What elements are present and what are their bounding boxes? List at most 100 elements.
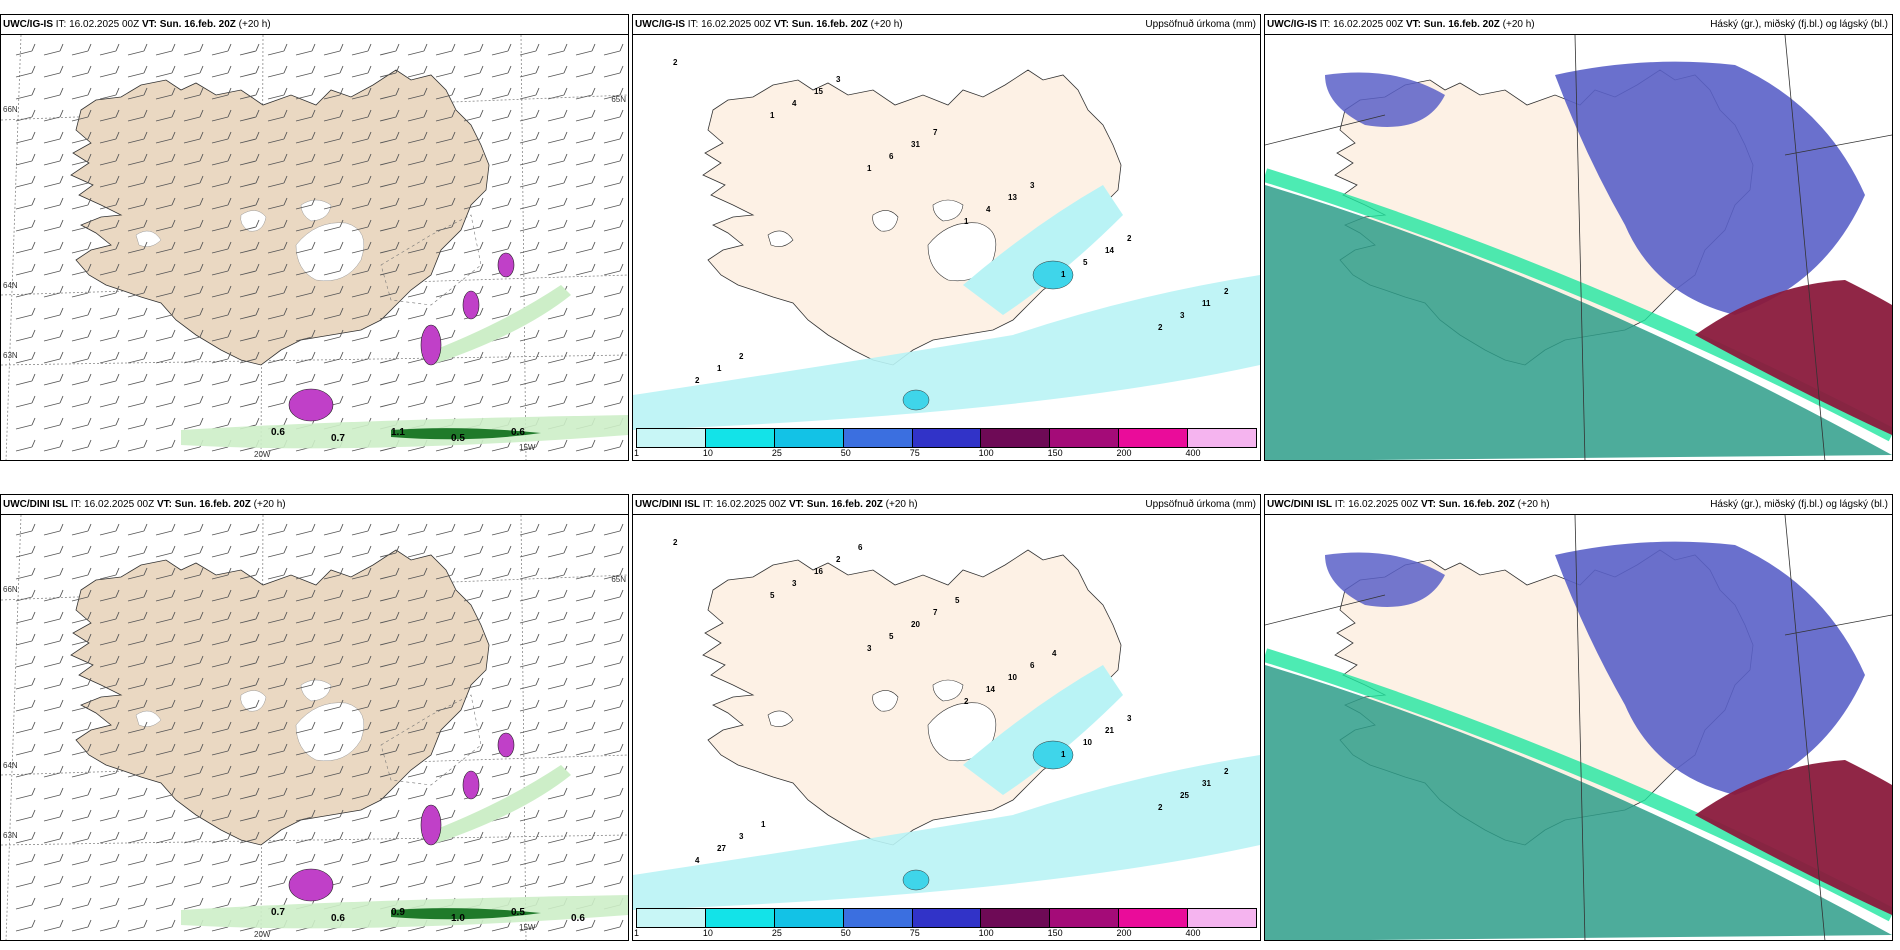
wind-barb-flag [283, 897, 288, 906]
wind-barb [99, 358, 117, 364]
wind-barb-flag [367, 263, 372, 272]
wind-barb [267, 618, 285, 624]
wind-barb-flag [87, 765, 92, 774]
wind-barb-flag [479, 197, 484, 206]
wind-barb-flag [171, 765, 176, 774]
wind-barb [71, 706, 89, 712]
wind-barb [15, 574, 33, 580]
wind-barb-flag [199, 329, 204, 338]
wind-barb [575, 596, 593, 602]
wind-barb-flag [171, 109, 176, 118]
wind-barb [351, 292, 369, 298]
wind-barb [295, 380, 313, 386]
wind-barb [435, 596, 453, 602]
wind-barb [323, 248, 341, 254]
wind-barb [407, 860, 425, 866]
wind-barb [183, 728, 201, 734]
wind-barb [519, 72, 537, 78]
wind-barb [463, 662, 481, 668]
precip-label: 5 [770, 591, 775, 600]
wind-barb [491, 772, 509, 778]
wind-barb [435, 446, 453, 452]
wind-barb-flag [479, 655, 484, 664]
wind-barb [519, 860, 537, 866]
precip-max [1032, 260, 1074, 290]
wind-barb-flag [199, 307, 204, 316]
wind-barb [295, 640, 313, 646]
green-core [391, 908, 541, 920]
wind-barb-flag [227, 417, 232, 426]
wind-barb [211, 552, 229, 558]
wind-barb-flag [619, 633, 624, 642]
wind-barb [519, 838, 537, 844]
wind-barb [435, 248, 453, 254]
wind-barb [43, 882, 61, 888]
wind-barb-flag [59, 263, 64, 272]
wind-barb-flag [535, 219, 540, 228]
wind-barb [407, 94, 425, 100]
precip-label: 7 [933, 128, 938, 137]
wind-barb-flag [507, 351, 512, 360]
wind-barb [127, 816, 145, 822]
precip-area [633, 275, 1260, 430]
wind-barb [379, 530, 397, 536]
wind-barb [239, 270, 257, 276]
wind-barb-flag [311, 589, 316, 598]
wind-barb [603, 552, 621, 558]
wind-barb [547, 728, 565, 734]
wind-barb [463, 750, 481, 756]
wind-barb-flag [31, 589, 36, 598]
wind-barb [183, 684, 201, 690]
wind-barb [603, 292, 621, 298]
glacier [300, 199, 332, 222]
wind-barb [267, 684, 285, 690]
wind-barb-flag [395, 655, 400, 664]
wind-barb [211, 530, 229, 536]
wind-barb-flag [31, 109, 36, 118]
wind-barb [155, 446, 173, 452]
wind-barb [519, 380, 537, 386]
wind-barb-flag [619, 589, 624, 598]
wind-barb-flag [479, 545, 484, 554]
wind-barb [575, 182, 593, 188]
wind-barb [127, 772, 145, 778]
wind-barb [155, 618, 173, 624]
wind-barb [547, 552, 565, 558]
wind-barb [463, 72, 481, 78]
wind-barb-flag [395, 87, 400, 96]
wind-barb [519, 358, 537, 364]
wind-barb [155, 182, 173, 188]
wind-barb [519, 336, 537, 342]
grid-line [1574, 515, 1586, 940]
lon-label-15: 15W [519, 443, 536, 452]
wind-barb [127, 402, 145, 408]
valid-time: Sun. 16.feb. 20Z [174, 499, 251, 510]
wind-barb-flag [339, 809, 344, 818]
wind-barb-flag [507, 589, 512, 598]
wind-barb-flag [507, 721, 512, 730]
wind-barb [603, 402, 621, 408]
wind-barb [351, 530, 369, 536]
map-area: 2 5 3 2 1 2 4 3 5 14 10 25 27 16 20 10 21 31 3 2 7 6 3 2 1 6 5 4 1 … [633, 514, 1260, 940]
wind-barb [43, 248, 61, 254]
wind-barb-flag [479, 831, 484, 840]
wind-barb [99, 160, 117, 166]
wind-barb-flag [591, 219, 596, 228]
wind-barb [351, 204, 369, 210]
wind-barb-flag [115, 611, 120, 620]
wind-barb [127, 380, 145, 386]
wind-barb-flag [255, 307, 260, 316]
precip-legend [636, 428, 1257, 448]
wind-barb-flag [507, 285, 512, 294]
wind-barb [603, 574, 621, 580]
wind-barb [155, 640, 173, 646]
wind-barb [71, 402, 89, 408]
wind-barb [547, 530, 565, 536]
wind-barb-flag [619, 285, 624, 294]
wind-barb [71, 314, 89, 320]
wind-barb [379, 50, 397, 56]
wind-barb [43, 728, 61, 734]
wind-barb-flag [87, 919, 92, 928]
wind-barb-flag [619, 831, 624, 840]
wind-barb-flag [451, 699, 456, 708]
